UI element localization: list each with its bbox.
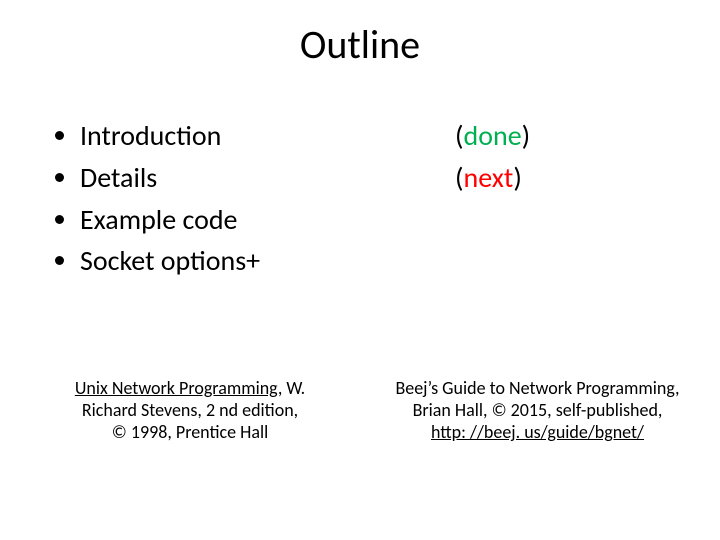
status-column: (done) (next) — [455, 115, 530, 199]
list-item: Socket options+ — [80, 240, 260, 282]
list-item: Details — [80, 157, 260, 199]
bullet-label: Details — [80, 160, 157, 195]
paren-open: ( — [455, 118, 464, 153]
bullet-list: Introduction Details Example code Socket… — [50, 115, 260, 282]
status-next: (next) — [455, 157, 530, 199]
ref-left-line3: © 1998, Prentice Hall — [112, 421, 269, 443]
reference-left: Unix Network Programming, W. Richard Ste… — [30, 378, 350, 444]
status-word: next — [464, 160, 514, 195]
ref-right-line2: Brian Hall, © 2015, self-published, — [413, 399, 663, 421]
list-item: Introduction — [80, 115, 260, 157]
ref-right-link[interactable]: http: //beej. us/guide/bgnet/ — [431, 421, 644, 443]
ref-left-line2: Richard Stevens, 2 nd edition, — [82, 399, 298, 421]
paren-open: ( — [455, 160, 464, 195]
bullet-label: Example code — [80, 202, 238, 237]
paren-close: ) — [513, 160, 522, 195]
status-word: done — [464, 118, 522, 153]
paren-close: ) — [522, 118, 531, 153]
bullet-label: Introduction — [80, 118, 221, 153]
slide: Outline Introduction Details Example cod… — [0, 0, 720, 540]
reference-right: Beej’s Guide to Network Programming, Bri… — [370, 378, 705, 444]
status-done: (done) — [455, 115, 530, 157]
bullet-label: Socket options+ — [80, 243, 260, 278]
ref-left-suffix: , W. — [278, 377, 305, 399]
list-item: Example code — [80, 199, 260, 241]
slide-title: Outline — [0, 20, 720, 69]
ref-left-title: Unix Network Programming — [75, 377, 278, 399]
ref-right-line1: Beej’s Guide to Network Programming, — [395, 377, 679, 399]
